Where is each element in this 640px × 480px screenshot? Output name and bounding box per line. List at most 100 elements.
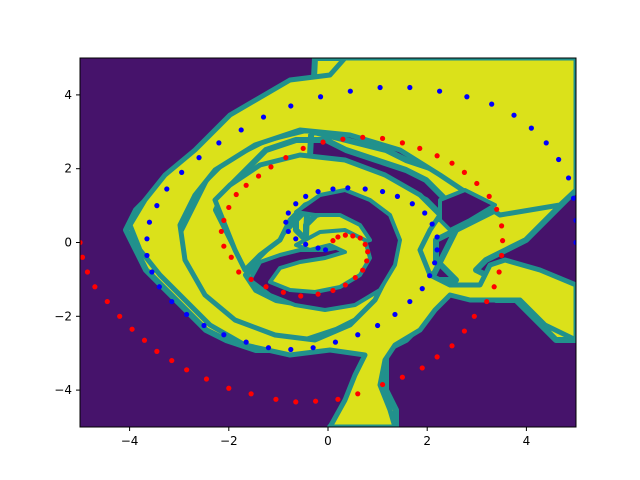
class-blue-point <box>394 193 401 199</box>
class-red-point <box>268 164 274 170</box>
class-blue-point <box>437 88 443 94</box>
class-red-point <box>248 276 254 282</box>
class-blue-point <box>434 234 440 240</box>
class-red-point <box>203 376 210 382</box>
class-blue-point <box>362 186 368 192</box>
class-red-point <box>315 291 321 297</box>
class-blue-point <box>169 298 175 305</box>
class-blue-point <box>375 322 381 329</box>
class-red-point <box>104 298 110 305</box>
class-blue-point <box>322 247 329 253</box>
x-tick-label: −2 <box>220 434 238 448</box>
x-tick-label: 4 <box>523 434 531 448</box>
series-red-points <box>80 134 506 405</box>
class-red-point <box>471 313 477 319</box>
class-red-point <box>154 348 160 354</box>
class-blue-point <box>434 247 440 253</box>
class-blue-point <box>144 252 150 259</box>
class-red-point <box>335 234 341 240</box>
class-blue-point <box>243 339 249 345</box>
class-blue-point <box>489 101 495 107</box>
class-red-point <box>496 269 502 275</box>
class-blue-point <box>303 193 309 199</box>
y-tick-label: 0 <box>64 236 72 250</box>
class-red-point <box>255 173 262 179</box>
class-blue-point <box>144 236 150 242</box>
class-red-point <box>280 289 286 295</box>
class-blue-point <box>355 332 361 338</box>
decision-region-fill <box>80 58 576 427</box>
class-red-point <box>484 298 490 305</box>
class-blue-point <box>179 169 185 175</box>
class-red-point <box>419 365 425 371</box>
class-blue-point <box>543 140 549 146</box>
light-band-main <box>127 58 576 427</box>
class-red-point <box>335 396 341 402</box>
class-blue-point <box>332 339 339 345</box>
class-red-point <box>491 284 497 290</box>
class-blue-point <box>409 201 415 207</box>
y-axis: −4 −2 0 2 4 <box>54 88 80 397</box>
class-blue-point <box>347 88 353 94</box>
class-blue-point <box>288 346 294 353</box>
class-red-point <box>342 282 348 288</box>
class-red-point <box>298 293 304 299</box>
class-red-point <box>320 139 326 145</box>
y-tick-label: 4 <box>64 88 72 102</box>
class-red-point <box>221 243 227 249</box>
class-blue-point <box>573 217 576 223</box>
class-blue-point <box>528 125 534 131</box>
class-red-point <box>365 249 371 255</box>
class-red-point <box>499 223 505 229</box>
class-blue-point <box>288 103 294 109</box>
class-blue-point <box>196 155 202 161</box>
class-blue-point <box>201 322 207 329</box>
class-blue-point <box>464 94 470 100</box>
class-red-point <box>486 193 492 199</box>
class-red-point <box>474 180 480 187</box>
class-blue-point <box>303 241 309 247</box>
class-red-point <box>226 204 232 211</box>
class-red-point <box>379 381 386 388</box>
class-red-point <box>273 396 279 402</box>
class-blue-point <box>221 332 227 338</box>
class-red-point <box>80 239 83 246</box>
class-red-point <box>360 134 366 140</box>
class-blue-point <box>427 273 433 279</box>
class-red-point <box>92 284 98 290</box>
class-blue-point <box>184 311 190 318</box>
class-blue-point <box>511 112 517 118</box>
y-tick-label: 2 <box>64 162 72 176</box>
class-red-point <box>300 145 306 152</box>
class-red-point <box>129 326 135 332</box>
class-blue-point <box>156 284 162 290</box>
x-tick-label: 0 <box>324 434 332 448</box>
class-blue-point <box>154 203 160 209</box>
x-tick-label: 2 <box>423 434 431 448</box>
class-blue-point <box>419 286 425 292</box>
class-red-point <box>399 140 405 146</box>
class-red-point <box>434 354 440 360</box>
class-red-point <box>499 252 505 259</box>
x-tick-label: −4 <box>121 434 139 448</box>
series-blue-points <box>144 84 576 353</box>
class-blue-point <box>573 239 576 246</box>
class-red-point <box>236 269 242 275</box>
class-blue-point <box>238 127 244 133</box>
class-blue-point <box>315 245 321 251</box>
class-red-point <box>350 233 356 239</box>
class-red-point <box>399 374 405 380</box>
class-red-point <box>293 399 299 405</box>
class-red-point <box>228 254 234 260</box>
class-red-point <box>449 160 455 166</box>
class-red-point <box>461 169 467 175</box>
class-blue-point <box>260 114 267 120</box>
class-red-point <box>449 343 455 349</box>
class-red-point <box>218 228 224 235</box>
class-blue-point <box>556 156 562 163</box>
class-red-point <box>313 398 319 404</box>
class-blue-point <box>146 219 153 225</box>
class-red-point <box>499 238 506 244</box>
class-blue-point <box>422 210 428 216</box>
